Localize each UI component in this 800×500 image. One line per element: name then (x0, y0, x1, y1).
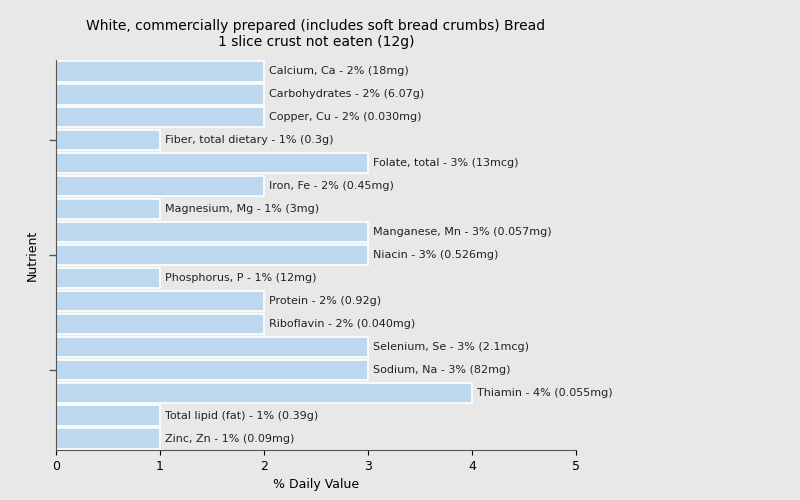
Bar (56, 360, 368, 380)
Text: Carbohydrates - 2% (6.07g): Carbohydrates - 2% (6.07g) (269, 90, 425, 100)
Bar (56, 291, 264, 311)
Bar (56, 406, 160, 425)
Text: Magnesium, Mg - 1% (3mg): Magnesium, Mg - 1% (3mg) (166, 204, 319, 214)
Text: Thiamin - 4% (0.055mg): Thiamin - 4% (0.055mg) (477, 388, 613, 398)
Bar (56, 108, 264, 128)
Bar (56, 84, 264, 104)
Bar (56, 245, 368, 265)
Y-axis label: Nutrient: Nutrient (26, 230, 38, 280)
Bar (56, 222, 368, 242)
Bar (56, 382, 472, 402)
Text: Iron, Fe - 2% (0.45mg): Iron, Fe - 2% (0.45mg) (269, 181, 394, 191)
Bar (56, 176, 264, 197)
Bar (56, 428, 160, 448)
Bar (56, 314, 264, 334)
Bar (56, 336, 368, 357)
Text: Sodium, Na - 3% (82mg): Sodium, Na - 3% (82mg) (373, 364, 510, 374)
Text: Copper, Cu - 2% (0.030mg): Copper, Cu - 2% (0.030mg) (269, 112, 422, 122)
Bar (56, 268, 160, 288)
Text: Folate, total - 3% (13mcg): Folate, total - 3% (13mcg) (373, 158, 518, 168)
Bar (56, 153, 368, 174)
Bar (56, 62, 264, 82)
Text: Manganese, Mn - 3% (0.057mg): Manganese, Mn - 3% (0.057mg) (373, 227, 552, 237)
Text: Total lipid (fat) - 1% (0.39g): Total lipid (fat) - 1% (0.39g) (166, 410, 318, 420)
Bar (56, 130, 160, 150)
Bar (56, 199, 160, 219)
Text: Riboflavin - 2% (0.040mg): Riboflavin - 2% (0.040mg) (269, 319, 415, 329)
X-axis label: % Daily Value: % Daily Value (273, 478, 359, 492)
Text: Zinc, Zn - 1% (0.09mg): Zinc, Zn - 1% (0.09mg) (166, 434, 294, 444)
Text: Niacin - 3% (0.526mg): Niacin - 3% (0.526mg) (373, 250, 498, 260)
Text: Fiber, total dietary - 1% (0.3g): Fiber, total dietary - 1% (0.3g) (166, 136, 334, 145)
Text: Phosphorus, P - 1% (12mg): Phosphorus, P - 1% (12mg) (166, 273, 317, 283)
Text: Selenium, Se - 3% (2.1mcg): Selenium, Se - 3% (2.1mcg) (373, 342, 530, 352)
Title: White, commercially prepared (includes soft bread crumbs) Bread
1 slice crust no: White, commercially prepared (includes s… (86, 19, 546, 49)
Text: Calcium, Ca - 2% (18mg): Calcium, Ca - 2% (18mg) (269, 66, 409, 76)
Text: Protein - 2% (0.92g): Protein - 2% (0.92g) (269, 296, 382, 306)
